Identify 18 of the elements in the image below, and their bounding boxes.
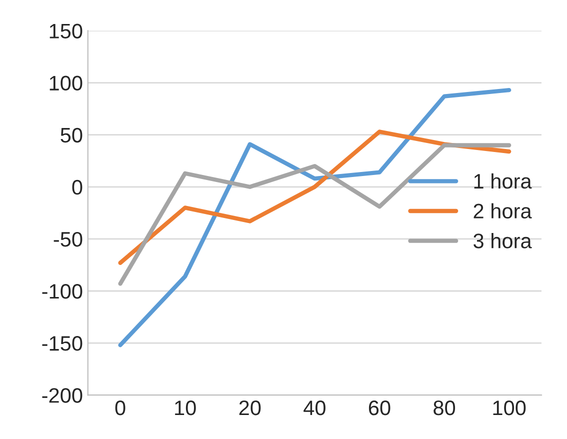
x-tick-label: 20: [239, 400, 261, 416]
y-tick-label: -100: [42, 284, 82, 299]
x-tick-label: 100: [493, 400, 526, 416]
x-tick-label: 40: [304, 400, 326, 416]
x-tick-label: 0: [115, 400, 126, 416]
y-tick-label: 0: [72, 180, 82, 195]
y-tick-label: -200: [42, 388, 82, 403]
x-tick-label: 80: [434, 400, 456, 416]
legend-label: 1 hora: [474, 173, 532, 189]
x-tick-label: 10: [175, 400, 196, 416]
legend-label: 3 hora: [474, 233, 532, 248]
y-tick-label: 100: [50, 76, 82, 91]
x-tick-label: 60: [368, 400, 390, 416]
y-tick-label: -150: [42, 336, 82, 351]
y-tick-label: -50: [54, 232, 82, 247]
y-tick-label: 50: [60, 128, 82, 143]
y-tick-label: 150: [50, 24, 82, 38]
legend-label: 2 hora: [474, 203, 532, 219]
